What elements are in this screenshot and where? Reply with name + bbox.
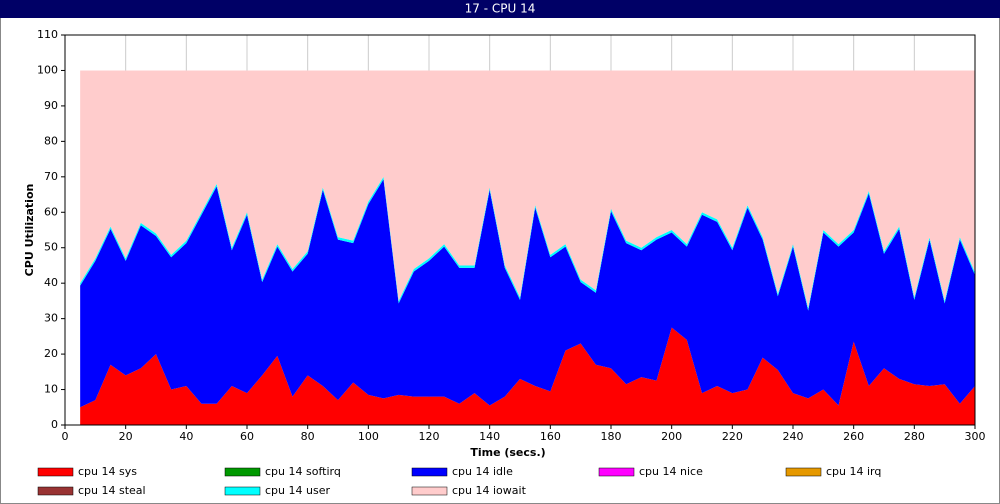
legend-label: cpu 14 sys [78, 465, 137, 478]
x-tick-label: 0 [62, 430, 69, 443]
legend-swatch [411, 467, 448, 477]
legend-label: cpu 14 steal [78, 484, 146, 497]
area [80, 70, 975, 308]
area [80, 179, 975, 408]
legend-label: cpu 14 irq [826, 465, 881, 478]
legend-swatch [224, 486, 261, 496]
legend-swatch [37, 467, 74, 477]
y-tick-label: 110 [37, 28, 58, 41]
x-tick-label: 300 [965, 430, 986, 443]
y-tick-label: 40 [44, 276, 58, 289]
legend-swatch [598, 467, 635, 477]
legend-label: cpu 14 iowait [452, 484, 527, 497]
x-tick-label: 260 [843, 430, 864, 443]
y-tick-label: 30 [44, 312, 58, 325]
y-tick-label: 50 [44, 241, 58, 254]
y-axis-label: CPU Utilization [23, 184, 36, 277]
y-tick-label: 0 [51, 418, 58, 431]
x-tick-label: 80 [301, 430, 315, 443]
x-tick-label: 140 [479, 430, 500, 443]
y-tick-label: 60 [44, 205, 58, 218]
x-axis-label: Time (secs.) [470, 446, 545, 459]
x-tick-label: 160 [540, 430, 561, 443]
legend-label: cpu 14 idle [452, 465, 513, 478]
x-tick-label: 40 [179, 430, 193, 443]
legend-swatch [37, 486, 74, 496]
legend-swatch [785, 467, 822, 477]
chart-title: 17 - CPU 14 [465, 2, 536, 16]
legend-label: cpu 14 nice [639, 465, 703, 478]
x-tick-label: 100 [358, 430, 379, 443]
plot-border [64, 34, 976, 426]
legend-swatch [224, 467, 261, 477]
legend-swatch [411, 486, 448, 496]
legend-label: cpu 14 softirq [265, 465, 341, 478]
x-tick-label: 20 [119, 430, 133, 443]
y-tick-label: 80 [44, 134, 58, 147]
x-tick-label: 60 [240, 430, 254, 443]
y-tick-label: 20 [44, 347, 58, 360]
x-tick-label: 240 [783, 430, 804, 443]
x-tick-label: 220 [722, 430, 743, 443]
x-tick-label: 180 [601, 430, 622, 443]
y-tick-label: 10 [44, 383, 58, 396]
y-tick-label: 100 [37, 63, 58, 76]
y-tick-label: 70 [44, 170, 58, 183]
area [80, 327, 975, 425]
y-tick-label: 90 [44, 99, 58, 112]
x-tick-label: 120 [419, 430, 440, 443]
legend-label: cpu 14 user [265, 484, 330, 497]
title-bar [0, 0, 1000, 18]
x-tick-label: 280 [904, 430, 925, 443]
x-tick-label: 200 [661, 430, 682, 443]
